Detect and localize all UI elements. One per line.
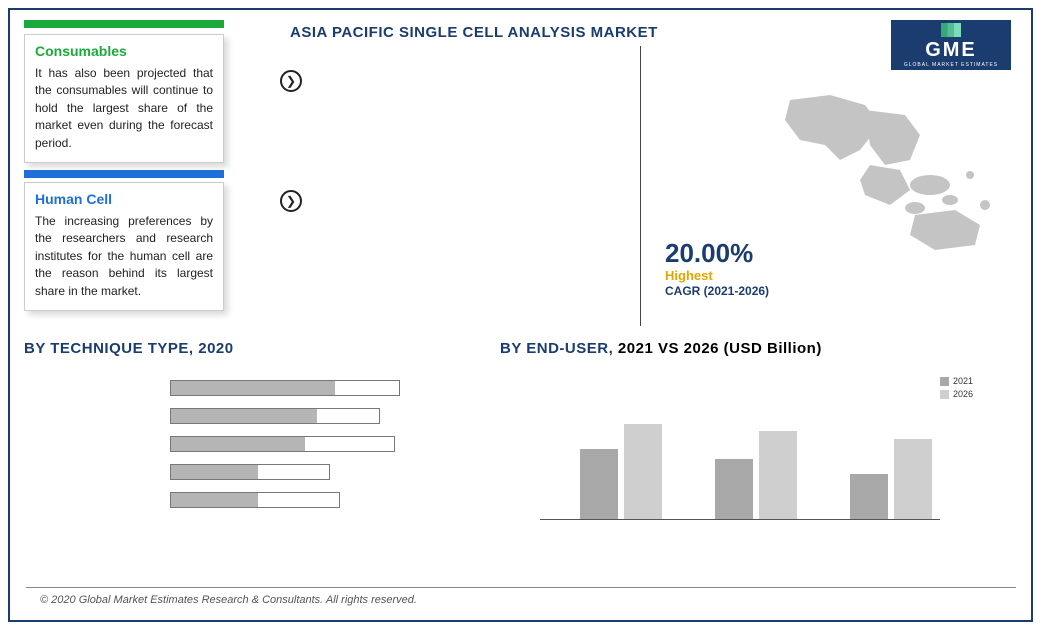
card2-body: The increasing preferences by the resear… (35, 213, 213, 300)
enduser-grouped-bar-chart (540, 370, 940, 540)
card2-accent-bar (24, 170, 224, 178)
cagr-highest-label: Highest (665, 268, 713, 283)
legend-label: 2026 (953, 389, 973, 399)
arrow-right-icon: ❯ (280, 190, 302, 212)
logo-text: GME (925, 39, 977, 62)
legend-label: 2021 (953, 376, 973, 386)
divider-vertical (640, 46, 641, 326)
legend-item: 2026 (940, 389, 973, 399)
bar-2021 (850, 474, 888, 519)
hbar-row (170, 380, 400, 396)
legend-swatch-icon (940, 390, 949, 399)
section-enduser-title: BY END-USER, 2021 VS 2026 (USD Billion) (500, 340, 822, 357)
section2-label-a: BY END-USER, (500, 340, 613, 357)
card-consumables: Consumables It has also been projected t… (24, 34, 224, 163)
infographic-frame: ASIA PACIFIC SINGLE CELL ANALYSIS MARKET… (8, 8, 1033, 622)
legend-item: 2021 (940, 376, 973, 386)
bar-2021 (580, 449, 618, 519)
asia-pacific-map-icon (770, 90, 1010, 250)
copyright-text: © 2020 Global Market Estimates Research … (40, 594, 417, 606)
logo-bars-icon (941, 23, 961, 37)
main-title: ASIA PACIFIC SINGLE CELL ANALYSIS MARKET (290, 24, 658, 41)
legend-swatch-icon (940, 377, 949, 386)
cagr-period-label: CAGR (2021-2026) (665, 284, 769, 298)
section-technique-title: BY TECHNIQUE TYPE, 2020 (24, 340, 234, 357)
card2-title: Human Cell (35, 191, 213, 207)
card1-title: Consumables (35, 43, 213, 59)
technique-hbar-chart (170, 380, 400, 520)
brand-logo: GME GLOBAL MARKET ESTIMATES (891, 20, 1011, 70)
hbar-row (170, 464, 400, 480)
card1-body: It has also been projected that the cons… (35, 65, 213, 152)
hbar-row (170, 436, 400, 452)
x-axis (540, 519, 940, 520)
bar-2026 (894, 439, 932, 519)
hbar-row (170, 408, 400, 424)
logo-subtext: GLOBAL MARKET ESTIMATES (904, 62, 998, 68)
bar-2026 (624, 424, 662, 519)
chart-legend: 2021 2026 (940, 376, 973, 402)
cagr-percent: 20.00% (665, 238, 753, 269)
bar-2026 (759, 431, 797, 519)
divider-horizontal (26, 587, 1016, 588)
section2-label-b: 2021 VS 2026 (USD Billion) (613, 340, 822, 357)
bar-2021 (715, 459, 753, 519)
card-human-cell: Human Cell The increasing preferences by… (24, 182, 224, 311)
card1-accent-bar (24, 20, 224, 28)
hbar-row (170, 492, 400, 508)
arrow-right-icon: ❯ (280, 70, 302, 92)
